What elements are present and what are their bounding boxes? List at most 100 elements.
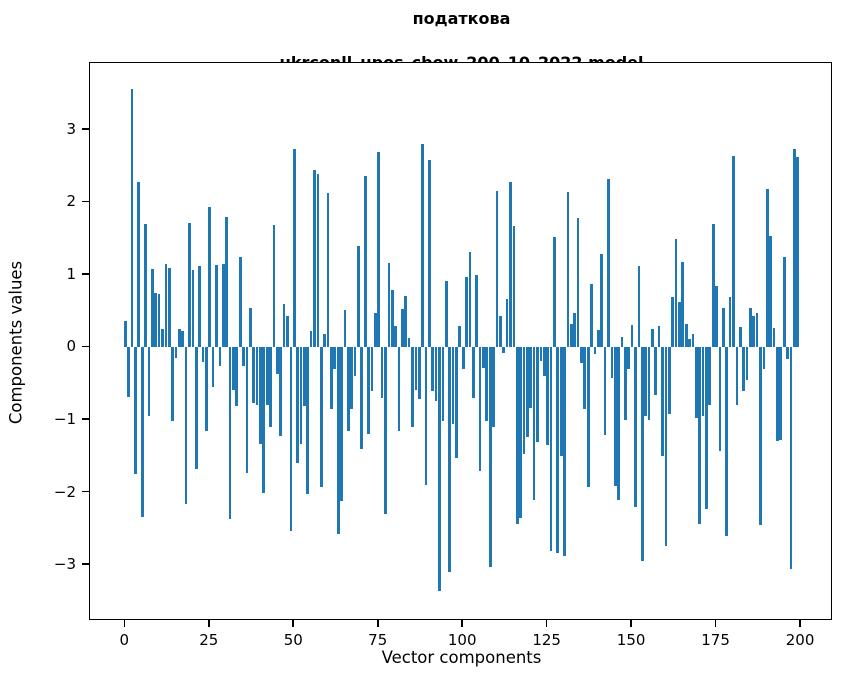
bar — [485, 347, 489, 421]
bar — [759, 347, 762, 526]
bar — [292, 148, 296, 348]
x-tick-label: 200 — [785, 631, 815, 649]
bar — [526, 347, 529, 438]
bar — [576, 218, 580, 348]
bar — [512, 226, 516, 348]
bar — [529, 347, 533, 408]
bars-container — [90, 63, 831, 619]
bar — [326, 192, 330, 348]
bar — [593, 347, 597, 354]
bar — [238, 257, 242, 348]
bar — [583, 347, 587, 410]
bar — [350, 347, 354, 410]
bar — [624, 347, 627, 420]
bar — [424, 347, 428, 486]
x-tick-label: 125 — [532, 631, 561, 649]
bar — [404, 295, 408, 348]
bar — [509, 182, 512, 348]
bar — [370, 347, 374, 391]
bar — [309, 331, 313, 348]
bar — [708, 347, 712, 405]
y-tick-mark — [82, 490, 89, 493]
bar — [465, 277, 468, 348]
bar — [590, 283, 593, 348]
bar — [377, 152, 381, 348]
bar — [634, 347, 637, 508]
bar — [569, 324, 573, 348]
bar — [711, 224, 715, 348]
bar — [505, 298, 509, 348]
bar — [532, 347, 536, 500]
bar — [262, 347, 266, 493]
x-tick-mark — [292, 620, 295, 627]
bar — [289, 347, 293, 532]
bar — [259, 347, 262, 444]
bar — [313, 170, 316, 348]
bar — [225, 216, 228, 348]
x-tick-label: 25 — [199, 631, 219, 649]
bar — [414, 347, 418, 390]
bar — [252, 347, 256, 403]
y-tick-label: −3 — [53, 555, 76, 574]
x-axis-label: Vector components — [381, 648, 542, 667]
bar — [515, 347, 519, 525]
bar — [336, 347, 340, 534]
bar — [495, 191, 499, 348]
bar — [755, 313, 759, 348]
y-tick-label: 1 — [66, 264, 76, 283]
bar — [279, 347, 283, 436]
bar — [566, 192, 570, 348]
bar — [546, 347, 549, 445]
bar — [765, 188, 769, 348]
bar — [340, 347, 343, 502]
bar — [330, 347, 333, 410]
bar — [613, 347, 617, 487]
bar — [164, 263, 168, 348]
bar — [303, 347, 306, 407]
y-tick-label: 2 — [66, 192, 76, 211]
y-tick-label: 3 — [66, 119, 76, 138]
bar — [468, 251, 472, 348]
bar — [789, 347, 793, 569]
bar — [654, 347, 658, 395]
bar — [762, 347, 766, 370]
x-tick-label: 100 — [447, 631, 477, 649]
y-tick-mark — [82, 200, 89, 203]
plot-area — [89, 62, 832, 620]
bar — [667, 347, 671, 415]
bar — [401, 308, 404, 348]
bar — [542, 347, 546, 376]
bar — [367, 347, 370, 434]
bar — [411, 347, 414, 428]
bar — [769, 235, 772, 348]
bar — [735, 347, 739, 405]
bar — [482, 347, 485, 368]
y-tick-label: −2 — [53, 482, 76, 501]
bar — [191, 269, 195, 348]
bar — [718, 347, 722, 452]
bar — [360, 347, 364, 450]
bar — [657, 325, 661, 348]
bar — [478, 347, 482, 471]
bar — [522, 347, 526, 455]
bar — [644, 347, 647, 416]
bar — [171, 347, 174, 421]
bar — [387, 263, 391, 348]
bar — [276, 347, 279, 375]
bar — [627, 347, 631, 370]
x-tick-label: 0 — [119, 631, 130, 649]
bar — [232, 347, 235, 390]
bar — [346, 347, 350, 431]
x-tick-mark — [714, 620, 717, 627]
bar — [549, 347, 553, 551]
bar — [620, 337, 624, 348]
bar — [786, 347, 789, 360]
bar — [205, 347, 208, 431]
x-tick-mark — [799, 620, 801, 627]
bar — [553, 237, 556, 348]
x-tick-mark — [545, 620, 548, 627]
bar — [394, 325, 397, 348]
bar — [147, 347, 151, 416]
y-tick-label: −1 — [53, 410, 76, 428]
bar — [732, 155, 735, 348]
